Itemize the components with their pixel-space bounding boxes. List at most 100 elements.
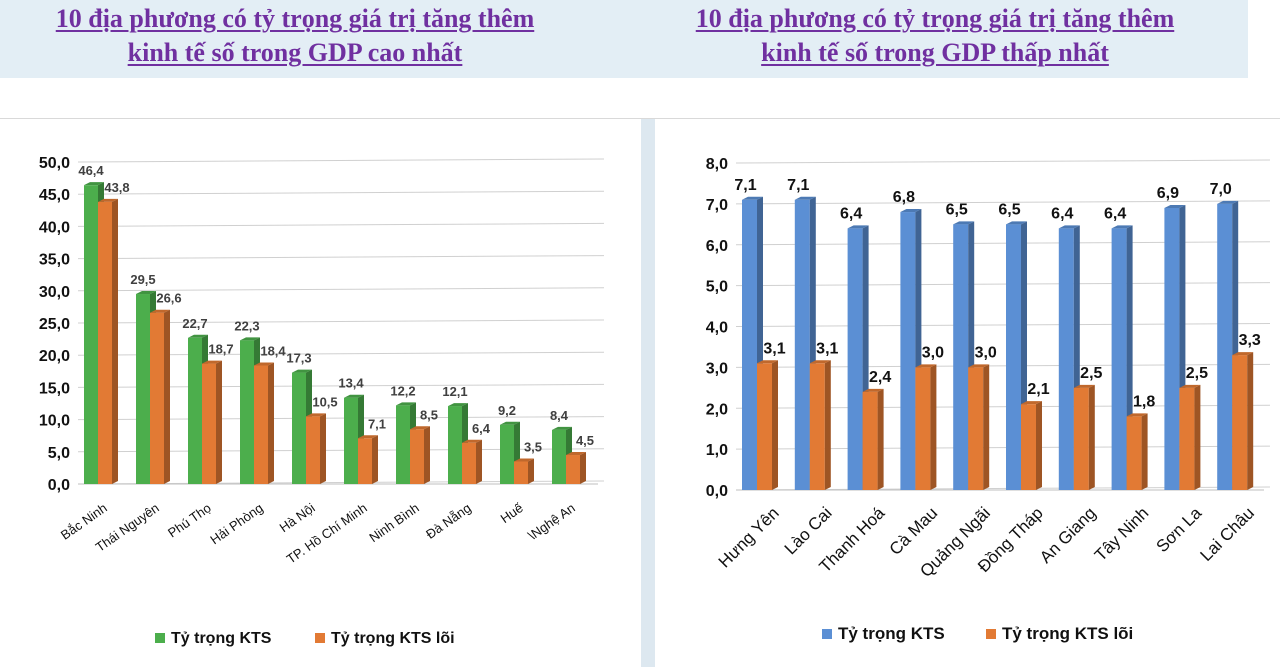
data-label: 6,4 <box>840 205 862 222</box>
bar-top <box>358 435 378 439</box>
bar-side <box>1036 401 1042 490</box>
header-band <box>0 0 1248 78</box>
bar-front <box>1111 228 1127 490</box>
y-tick-label: 5,0 <box>706 279 728 296</box>
y-tick-label: 45,0 <box>39 187 70 204</box>
bar <box>968 364 990 490</box>
bar-top <box>396 402 416 406</box>
bar-side <box>930 364 937 490</box>
bar-side <box>1088 384 1095 490</box>
bar-top <box>84 182 104 186</box>
y-tick-label: 6,0 <box>706 238 728 255</box>
bar-top <box>306 413 326 417</box>
legend-swatch <box>822 629 832 639</box>
data-label: 6,8 <box>893 189 915 206</box>
right-chart-title: 10 địa phương có tỷ trọng giá trị tăng t… <box>640 2 1230 70</box>
data-label: 7,0 <box>1210 181 1232 198</box>
bar-front <box>915 367 931 490</box>
bar-side <box>824 360 831 490</box>
bar-side <box>1194 384 1201 490</box>
bar-front <box>1126 416 1142 490</box>
left-title-line1: 10 địa phương có tỷ trọng giá trị tăng t… <box>55 4 535 33</box>
divider-vertical <box>641 119 655 667</box>
bar-top <box>240 337 260 341</box>
bar <box>306 413 326 484</box>
bar-side <box>216 360 222 484</box>
bar-top <box>136 291 156 295</box>
category-label: Đà Nẵng <box>423 500 474 542</box>
y-tick-label: 8,0 <box>706 156 728 173</box>
data-label: 10,5 <box>312 394 337 409</box>
bar-side <box>112 198 118 484</box>
legend-swatch <box>315 633 325 643</box>
bar <box>1021 401 1042 490</box>
bar-front <box>1164 207 1180 490</box>
bar-top <box>202 360 222 364</box>
data-label: 18,7 <box>208 342 233 357</box>
bar-side <box>268 362 274 484</box>
data-label: 2,5 <box>1080 365 1102 382</box>
data-label: 12,2 <box>390 383 415 398</box>
data-label: 6,4 <box>472 421 491 436</box>
bar-top <box>1058 225 1080 229</box>
bar-front <box>757 363 772 490</box>
data-label: 13,4 <box>338 376 364 391</box>
data-label: 3,1 <box>763 340 785 357</box>
data-label: 6,5 <box>946 201 968 218</box>
bar <box>514 458 534 484</box>
y-tick-label: 40,0 <box>39 219 70 236</box>
bar-top <box>98 198 118 202</box>
bar-front <box>306 416 320 484</box>
legend-label: Tỷ trọng KTS lõi <box>1002 624 1133 643</box>
data-label: 6,4 <box>1051 205 1073 222</box>
bar-front <box>1179 387 1195 490</box>
data-label: 3,5 <box>524 439 542 454</box>
bar-front <box>794 199 810 490</box>
data-label: 8,4 <box>550 408 569 423</box>
bar-top <box>1217 200 1239 204</box>
data-label: 9,2 <box>498 403 516 418</box>
bar-top <box>448 403 468 407</box>
bar <box>1232 352 1254 490</box>
bar-side <box>476 439 482 484</box>
bar-front <box>809 363 825 490</box>
legend-label: Tỷ trọng KTS <box>838 624 945 643</box>
bar-front <box>1073 387 1089 490</box>
bar-top <box>1232 352 1254 356</box>
category-label: Hưng Yên <box>715 503 783 571</box>
bar-top <box>462 439 482 443</box>
bar-top <box>794 196 816 200</box>
data-label: 6,4 <box>1104 205 1126 222</box>
bar-front <box>254 365 268 484</box>
bar-top <box>344 394 364 398</box>
data-label: 43,8 <box>104 180 129 195</box>
bar <box>1126 413 1148 490</box>
bar <box>915 364 937 490</box>
bar <box>1179 384 1201 490</box>
bar-top <box>514 458 534 462</box>
y-tick-label: 5,0 <box>48 445 70 462</box>
bar-top <box>566 452 586 456</box>
legend-swatch <box>155 633 165 643</box>
data-label: 4,5 <box>576 433 594 448</box>
category-label: Hải Phòng <box>207 500 265 547</box>
y-tick-label: 25,0 <box>39 316 70 333</box>
gridline <box>735 159 1271 164</box>
bar-top <box>847 225 869 229</box>
data-label: 2,4 <box>869 369 891 386</box>
bar-top <box>915 364 937 368</box>
category-label: Tây Ninh <box>1091 503 1153 565</box>
y-tick-label: 0,0 <box>48 477 70 494</box>
legend-label: Tỷ trọng KTS lõi <box>331 630 455 647</box>
y-tick-label: 15,0 <box>39 380 70 397</box>
bar-top <box>900 209 922 213</box>
bar <box>358 435 378 484</box>
left-bar-chart: 0,0 5,0 10,0 15,0 20,0 25,0 30,0 35,0 40,0 45,0 50… <box>39 155 605 647</box>
bar-front <box>396 405 410 484</box>
bar-front <box>1058 228 1074 490</box>
y-tick-label: 7,0 <box>706 197 728 214</box>
category-label: \Nghệ An <box>525 500 577 543</box>
bar-top <box>292 369 312 373</box>
category-label: Lai Châu <box>1196 503 1258 565</box>
category-label: Hà Nội <box>277 500 318 535</box>
